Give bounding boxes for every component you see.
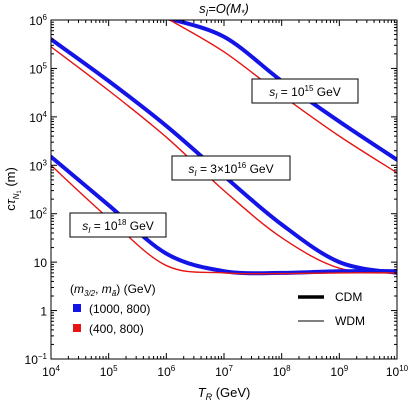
y-tick-label: 10−1 (25, 352, 48, 367)
annotation-si-1e18: sI = 1018 GeV (69, 212, 167, 238)
legend-label-blue: (1000, 800) (89, 302, 150, 316)
y-tick-label: 106 (29, 13, 47, 28)
legend-swatch-red (73, 324, 81, 332)
x-tick-label: 104 (42, 364, 60, 379)
legend-label-red: (400, 800) (89, 322, 144, 336)
legend-label-cdm: CDM (335, 290, 362, 304)
x-tick-label: 105 (100, 364, 118, 379)
x-tick-label: 107 (215, 364, 233, 379)
svg-text:sI = 1015 GeV: sI = 1015 GeV (269, 84, 341, 101)
y-axis-label: cτN1 (m) (3, 167, 23, 211)
annotation-si-1e15: sI = 1015 GeV (251, 78, 359, 104)
svg-text:sI = 3×1016 GeV: sI = 3×1016 GeV (188, 161, 273, 178)
annotation-si-3e16: sI = 3×1016 GeV (171, 155, 291, 181)
y-tick-label: 102 (29, 207, 47, 222)
legend-title: (m3/2, mã) (GeV) (70, 282, 156, 298)
series-line-red-thin-3 (51, 46, 397, 274)
y-tick-label: 1 (40, 305, 47, 319)
y-tick-label: 10 (34, 256, 48, 270)
tick-layer: 104 105 106 107 108 109 1010 10−1 1 10 102 103 104 10… (25, 13, 409, 379)
x-tick-label: 108 (273, 364, 291, 379)
legend-style: CDM WDM (298, 290, 365, 328)
legend-color: (m3/2, mã) (GeV) (1000, 800) (400, 800) (70, 282, 156, 336)
series-line-blue-thick-4 (51, 154, 397, 276)
chart-title: sI=O(M*) (199, 1, 249, 18)
y-tick-label: 104 (29, 110, 47, 125)
legend-swatch-blue (73, 304, 81, 312)
y-tick-label: 103 (29, 158, 47, 173)
x-tick-label: 1010 (386, 364, 409, 379)
x-tick-label: 106 (157, 364, 175, 379)
svg-text:sI = 1018 GeV: sI = 1018 GeV (82, 218, 154, 235)
legend-label-wdm: WDM (335, 314, 365, 328)
x-axis-label: TR (GeV) (198, 385, 251, 402)
y-tick-label: 105 (29, 61, 47, 76)
x-tick-label: 109 (330, 364, 348, 379)
